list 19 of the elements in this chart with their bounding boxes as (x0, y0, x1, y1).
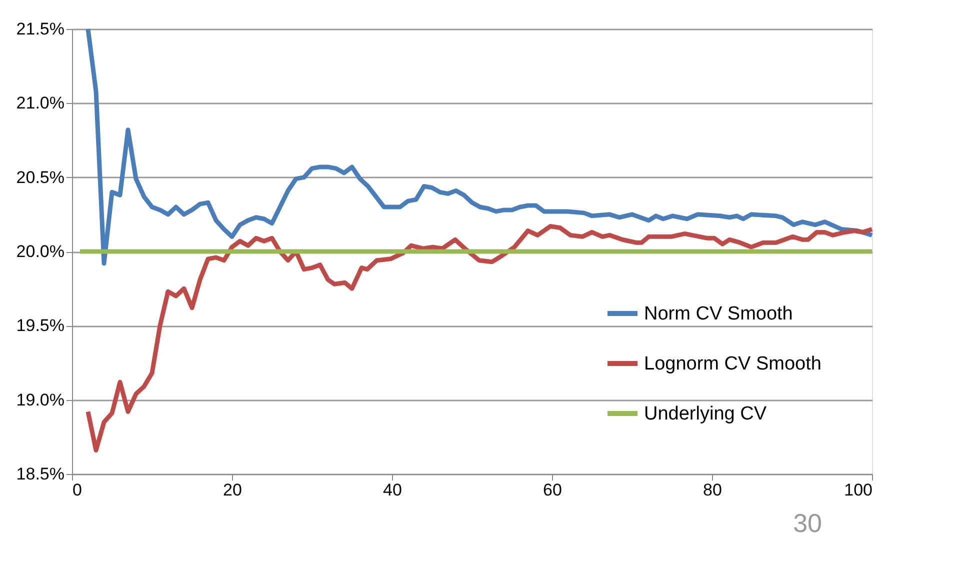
x-tick-label: 80 (703, 480, 722, 500)
legend-label: Underlying CV (644, 404, 767, 424)
y-tick-label: 20.5% (16, 168, 64, 187)
legend-label: Norm CV Smooth (644, 304, 793, 324)
x-tick-label: 0 (72, 480, 82, 500)
y-tick-label: 21.0% (16, 94, 64, 113)
y-tick-label: 21.5% (16, 20, 64, 38)
line-series (86, 224, 874, 453)
x-tick-label: 60 (543, 480, 562, 500)
y-tick-label: 19.0% (16, 390, 64, 410)
x-tick-label: 40 (383, 480, 402, 500)
y-tick-label: 20.0% (16, 242, 64, 261)
legend-label: Lognorm CV Smooth (644, 354, 822, 374)
x-tick-label: 100 (844, 480, 872, 500)
text: 30 (793, 508, 822, 538)
y-tick-label: 19.5% (16, 316, 64, 336)
x-tick-label: 20 (223, 480, 242, 500)
line-series (86, 26, 874, 266)
y-tick-label: 18.5% (16, 464, 64, 484)
